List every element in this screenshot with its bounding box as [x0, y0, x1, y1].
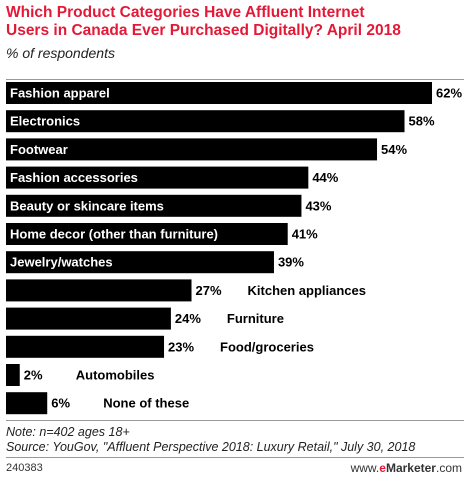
bar — [6, 364, 20, 386]
chart-subtitle: % of respondents — [6, 45, 115, 61]
footer-divider — [6, 457, 464, 458]
bar — [6, 166, 309, 189]
value-label: 2% — [24, 368, 43, 383]
value-label: 24% — [175, 311, 201, 326]
category-label: Electronics — [10, 114, 80, 129]
note-text: Note: n=402 ages 18+ — [6, 425, 130, 439]
bar — [6, 110, 405, 133]
bar — [6, 194, 302, 217]
category-label: Kitchen appliances — [248, 283, 366, 298]
bar — [6, 392, 48, 415]
bottom-divider — [6, 420, 464, 421]
value-label: 44% — [312, 170, 338, 185]
category-label: Food/groceries — [220, 339, 314, 354]
brand-suffix: .com — [435, 461, 462, 475]
bar — [6, 223, 288, 245]
value-label: 43% — [305, 198, 331, 213]
category-label: None of these — [103, 396, 189, 411]
value-label: 27% — [196, 283, 222, 298]
category-label: Home decor (other than furniture) — [10, 227, 218, 242]
value-label: 41% — [292, 227, 318, 242]
value-label: 23% — [168, 339, 194, 354]
bar — [6, 251, 274, 274]
value-label: 54% — [381, 142, 407, 157]
bar — [6, 335, 165, 358]
chart-notes: Note: n=402 ages 18+ Source: YouGov, "Af… — [6, 425, 415, 455]
value-label: 6% — [51, 396, 70, 411]
emarketer-logo[interactable]: www.eMarketer.com — [351, 461, 462, 475]
value-label: 39% — [278, 255, 304, 270]
bar — [6, 279, 192, 302]
bar — [6, 307, 171, 330]
brand-name: Marketer — [385, 461, 436, 475]
chart-title: Which Product Categories Have Affluent I… — [6, 4, 401, 39]
category-label: Footwear — [10, 142, 68, 157]
source-text: Source: YouGov, "Affluent Perspective 20… — [6, 440, 416, 454]
value-label: 62% — [436, 86, 462, 101]
category-label: Fashion apparel — [10, 86, 110, 101]
category-label: Jewelry/watches — [10, 255, 113, 270]
top-divider — [6, 79, 464, 80]
category-label: Fashion accessories — [10, 170, 138, 185]
brand-e: e — [379, 461, 386, 475]
bar — [6, 82, 432, 104]
chart-id: 240383 — [6, 462, 43, 474]
bar — [6, 138, 378, 161]
category-label: Beauty or skincare items — [10, 198, 164, 213]
category-label: Furniture — [227, 311, 284, 326]
value-label: 58% — [409, 114, 435, 129]
category-label: Automobiles — [76, 368, 155, 383]
brand-prefix: www. — [350, 461, 380, 475]
